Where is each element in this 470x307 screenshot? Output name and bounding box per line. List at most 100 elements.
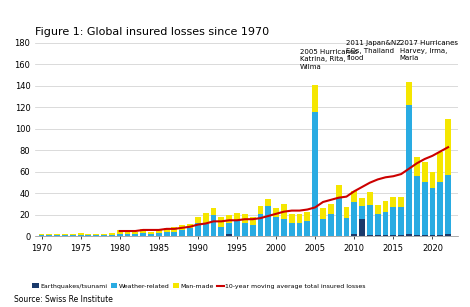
Bar [367, 192, 373, 205]
Bar [305, 212, 310, 221]
Bar [234, 221, 240, 236]
Bar [164, 231, 170, 236]
Bar [47, 234, 52, 235]
Bar [226, 234, 232, 236]
Bar [101, 234, 107, 235]
Bar [109, 233, 115, 235]
Bar [180, 225, 185, 231]
Bar [406, 82, 412, 105]
Bar [250, 225, 256, 236]
Bar [359, 206, 365, 219]
Bar [312, 85, 318, 112]
Bar [109, 235, 115, 236]
Bar [211, 208, 217, 216]
Bar [289, 223, 295, 236]
Bar [70, 234, 76, 235]
Text: 2011 Japan&NZ
EQs, Thailand
flood: 2011 Japan&NZ EQs, Thailand flood [346, 40, 401, 61]
Bar [226, 215, 232, 223]
Bar [203, 213, 209, 224]
Bar [140, 229, 146, 233]
Bar [250, 216, 256, 225]
Bar [352, 191, 357, 202]
Bar [39, 234, 45, 235]
Bar [133, 234, 138, 236]
Bar [156, 233, 162, 236]
Bar [367, 235, 373, 236]
Bar [336, 185, 342, 198]
Bar [445, 175, 451, 234]
Bar [406, 234, 412, 236]
Bar [430, 188, 435, 235]
Text: 2017 Hurricanes
Harvey, Irma,
Maria: 2017 Hurricanes Harvey, Irma, Maria [400, 40, 458, 61]
Bar [305, 221, 310, 236]
Bar [164, 228, 170, 231]
Bar [187, 228, 193, 236]
Bar [344, 207, 349, 218]
Bar [234, 213, 240, 221]
Bar [242, 214, 248, 223]
Bar [148, 231, 154, 234]
Bar [62, 235, 68, 236]
Bar [86, 235, 91, 236]
Bar [211, 216, 217, 236]
Bar [359, 198, 365, 206]
Bar [94, 235, 99, 236]
Bar [391, 235, 396, 236]
Bar [125, 234, 131, 236]
Bar [375, 214, 381, 235]
Text: 2005 Hurricanes
Katrina, Rita,
Wilma: 2005 Hurricanes Katrina, Rita, Wilma [299, 49, 357, 70]
Bar [297, 223, 303, 236]
Bar [47, 235, 52, 236]
Bar [336, 198, 342, 236]
Bar [352, 234, 357, 236]
Bar [312, 112, 318, 236]
Bar [422, 182, 428, 235]
Bar [187, 224, 193, 228]
Bar [398, 235, 404, 236]
Bar [172, 231, 177, 236]
Bar [375, 235, 381, 236]
Bar [273, 216, 279, 236]
Bar [117, 231, 123, 234]
Bar [242, 223, 248, 236]
Bar [117, 234, 123, 236]
Text: Figure 1: Global insured losses since 1970: Figure 1: Global insured losses since 19… [35, 27, 269, 37]
Bar [281, 219, 287, 236]
Bar [156, 229, 162, 233]
Bar [39, 235, 45, 236]
Bar [289, 214, 295, 223]
Bar [437, 182, 443, 235]
Bar [437, 152, 443, 182]
Bar [219, 216, 224, 227]
Bar [125, 231, 131, 234]
Bar [445, 234, 451, 236]
Bar [352, 202, 357, 234]
Bar [328, 204, 334, 214]
Bar [414, 176, 420, 235]
Text: Source: Swiss Re Institute: Source: Swiss Re Institute [14, 295, 113, 304]
Bar [54, 235, 60, 236]
Bar [54, 234, 60, 235]
Bar [422, 235, 428, 236]
Legend: Earthquakes/tsunami, Weather-related, Man-made, 10-year moving average total ins: Earthquakes/tsunami, Weather-related, Ma… [30, 281, 368, 291]
Bar [367, 205, 373, 235]
Bar [391, 208, 396, 235]
Bar [398, 208, 404, 235]
Bar [203, 224, 209, 236]
Bar [86, 234, 91, 235]
Bar [70, 235, 76, 236]
Bar [148, 234, 154, 236]
Bar [320, 208, 326, 219]
Bar [437, 235, 443, 236]
Bar [383, 201, 389, 212]
Bar [359, 219, 365, 236]
Bar [266, 199, 271, 206]
Bar [94, 234, 99, 235]
Bar [78, 233, 84, 235]
Bar [133, 231, 138, 234]
Bar [281, 204, 287, 219]
Bar [344, 218, 349, 236]
Bar [422, 162, 428, 182]
Bar [383, 235, 389, 236]
Bar [430, 235, 435, 236]
